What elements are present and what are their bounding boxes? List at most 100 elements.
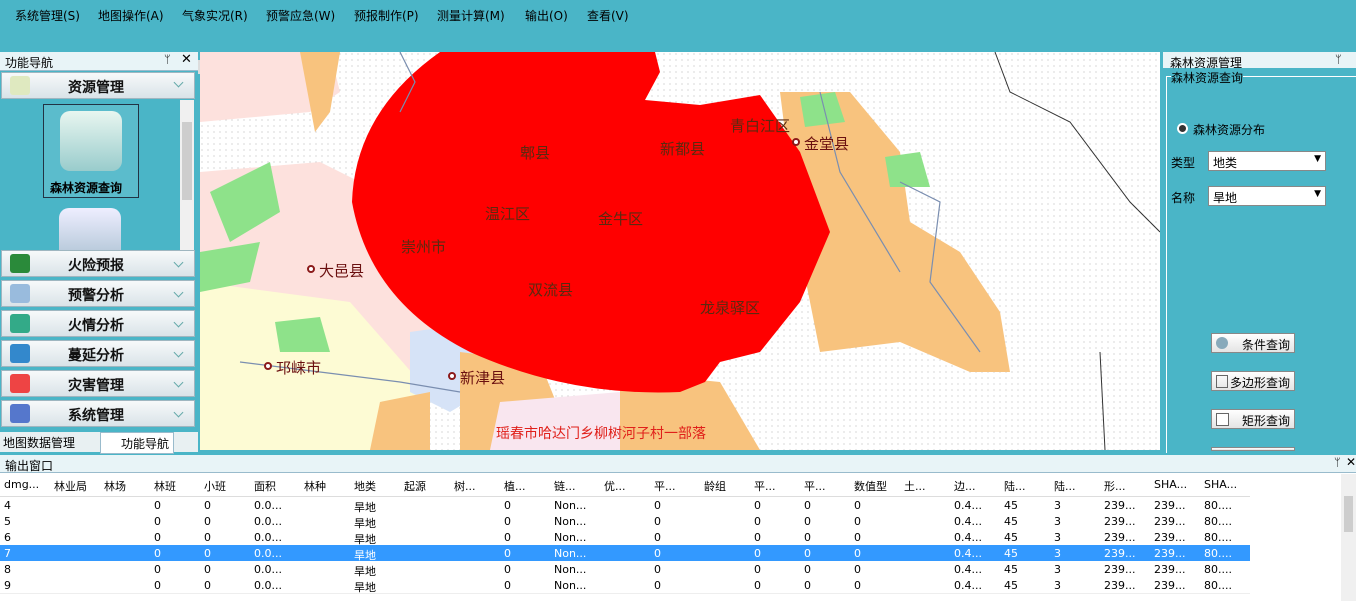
column-header[interactable]: 陆... [1054, 480, 1076, 493]
menu-item[interactable]: 预报制作(P) [354, 9, 419, 23]
column-header[interactable]: 林业局 [54, 480, 87, 493]
grid-cell: 239... [1104, 563, 1136, 576]
column-header[interactable]: 起源 [404, 480, 426, 493]
nav-section[interactable]: 系统管理 [1, 400, 195, 427]
grid-cell: 5 [4, 515, 11, 528]
grid-row[interactable]: 6 0 0 0.0... 旱地 0 Non... 0 0 0 0 0.4... 45 3 239... 239… [0, 529, 1250, 546]
column-header[interactable]: 面积 [254, 480, 276, 493]
close-button[interactable]: ✕ [181, 52, 192, 67]
column-header[interactable]: 平... [804, 480, 826, 493]
boundary [994, 52, 1160, 450]
chevron [173, 257, 184, 268]
pin-button[interactable]: ᛘ [164, 53, 171, 66]
button-label: 条件查询 [1242, 338, 1291, 352]
nav-section[interactable]: 火情分析 [1, 310, 195, 337]
grid-cell: 239... [1154, 515, 1186, 528]
region [490, 392, 620, 450]
grid-cell: 3 [1054, 579, 1061, 592]
scroll-thumb[interactable] [182, 122, 192, 200]
dropdown-arrow: ▼ [1314, 189, 1321, 199]
menu-item[interactable]: 系统管理(S) [15, 9, 80, 23]
name-select[interactable]: 旱地 ▼ [1208, 186, 1326, 206]
menu-item[interactable]: 预警应急(W) [266, 9, 336, 23]
output-header: 输出窗口 ᛘ ✕ [0, 455, 1356, 473]
grid-cell: 0 [654, 579, 661, 592]
pin-button[interactable]: ᛘ [1335, 53, 1342, 66]
column-header[interactable]: 植... [504, 480, 526, 493]
region [210, 162, 280, 242]
nav-section[interactable]: 预警分析 [1, 280, 195, 307]
column-header[interactable]: SHA... [1154, 478, 1188, 491]
column-header[interactable]: SHA... [1204, 478, 1238, 491]
grid-row[interactable]: 8 0 0 0.0... 旱地 0 Non... 0 0 0 0 0.4... 45 3 239... 239… [0, 561, 1250, 578]
close-button[interactable]: ✕ [1346, 455, 1356, 469]
menu-item[interactable]: 输出(O) [525, 9, 568, 23]
scrollbar[interactable] [180, 100, 194, 250]
dropdown-arrow: ▼ [1314, 154, 1321, 164]
column-header[interactable]: 链... [554, 480, 576, 493]
grid-cell: 0 [854, 563, 861, 576]
column-header[interactable]: 土... [904, 480, 926, 493]
column-header[interactable]: 优... [604, 480, 626, 493]
type-select[interactable]: 地类 ▼ [1208, 151, 1326, 171]
column-header[interactable]: dmg... [4, 478, 40, 491]
column-header[interactable]: 林场 [104, 480, 126, 493]
grid-row-selected[interactable]: 7 0 0 0.0... 旱地 0 Non... 0 0 0 0 0.4... 45 3 239... 239… [0, 545, 1250, 562]
scrollbar[interactable] [1341, 474, 1356, 601]
grid-cell: 8 [4, 563, 11, 576]
grid-cell: 0 [804, 579, 811, 592]
column-header[interactable]: 形... [1104, 480, 1126, 493]
region [885, 152, 930, 187]
rect-button[interactable]: 矩形查询 [1211, 409, 1295, 429]
tab-active[interactable]: 功能导航 [100, 432, 175, 454]
menu-item[interactable]: 测量计算(M) [437, 9, 505, 23]
section-label: 灾害管理 [68, 378, 124, 394]
grid-cell: 80.... [1204, 531, 1232, 544]
section-icon [10, 344, 30, 363]
grid-cell: 0 [804, 499, 811, 512]
nav-section[interactable]: 蔓延分析 [1, 340, 195, 367]
column-header[interactable]: 平... [654, 480, 676, 493]
menu-item[interactable]: 气象实况(R) [182, 9, 248, 23]
nav-section[interactable]: 火险预报 [1, 250, 195, 277]
column-header[interactable]: 龄组 [704, 480, 726, 493]
grid-cell: Non... [554, 563, 587, 576]
panel-title: 森林资源管理 [1170, 56, 1243, 70]
column-header[interactable]: 小班 [204, 480, 226, 493]
tab[interactable]: 地图数据管理 [3, 436, 76, 450]
radio[interactable] [1177, 123, 1188, 134]
grid-cell: 4 [4, 499, 11, 512]
grid-cell: 旱地 [354, 533, 376, 546]
grid-row[interactable]: 5 0 0 0.0... 旱地 0 Non... 0 0 0 0 0.4... 45 3 239... 239… [0, 513, 1250, 530]
grid-cell: Non... [554, 515, 587, 528]
grid-cell: 0 [154, 515, 161, 528]
grid-cell: 80.... [1204, 579, 1232, 592]
column-header[interactable]: 边... [954, 480, 976, 493]
column-header[interactable]: 数值型 [854, 480, 887, 493]
column-header[interactable]: 林种 [304, 480, 326, 493]
nav-content: 森林资源查询 [1, 100, 179, 250]
scroll-thumb[interactable] [1344, 496, 1353, 532]
column-header[interactable]: 陆... [1004, 480, 1026, 493]
grid-cell: 3 [1054, 547, 1061, 560]
menu-item[interactable]: 查看(V) [587, 9, 629, 23]
grid-cell: 9 [4, 579, 11, 592]
grid-cell: 45 [1004, 531, 1018, 544]
menu-item[interactable]: 地图操作(A) [98, 9, 164, 23]
nav-section[interactable]: 资源管理 [1, 72, 195, 99]
grid-cell: 0.0... [254, 499, 282, 512]
column-header[interactable]: 平... [754, 480, 776, 493]
grid-row[interactable]: 9 0 0 0.0... 旱地 0 Non... 0 0 0 0 0.4... 45 3 239... 239… [0, 577, 1250, 594]
column-header[interactable]: 地类 [354, 480, 376, 493]
query-button[interactable]: 条件查询 [1211, 333, 1295, 353]
hidden-button[interactable] [1211, 447, 1295, 451]
column-header[interactable]: 林班 [154, 480, 176, 493]
section-label: 蔓延分析 [68, 348, 124, 364]
polygon-button[interactable]: 多边形查询 [1211, 371, 1295, 391]
grid-row[interactable]: 4 0 0 0.0... 旱地 0 Non... 0 0 0 0 0.4... 45 3 239... 239… [0, 497, 1250, 514]
column-header[interactable]: 树... [454, 480, 476, 493]
nav-section[interactable]: 灾害管理 [1, 370, 195, 397]
pin-button[interactable]: ᛘ [1334, 456, 1341, 469]
grid-cell: Non... [554, 547, 587, 560]
selected-item[interactable]: 森林资源查询 [43, 104, 139, 198]
